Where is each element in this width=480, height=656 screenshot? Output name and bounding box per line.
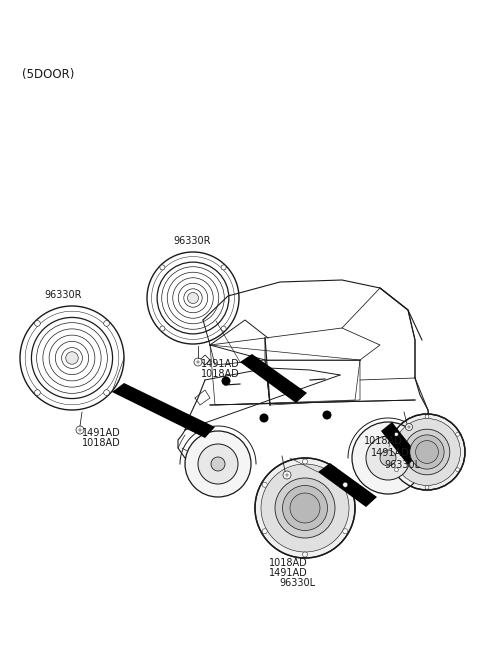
Circle shape — [425, 415, 429, 419]
Circle shape — [35, 390, 40, 396]
Text: 96330R: 96330R — [44, 290, 82, 300]
Circle shape — [343, 529, 348, 534]
Circle shape — [185, 431, 251, 497]
Text: 1018AD: 1018AD — [364, 436, 403, 446]
Circle shape — [456, 468, 459, 472]
Text: 96330L: 96330L — [279, 578, 315, 588]
Text: 1491AD: 1491AD — [371, 448, 410, 458]
Circle shape — [262, 482, 267, 487]
Circle shape — [283, 471, 291, 479]
Circle shape — [160, 326, 165, 331]
Circle shape — [255, 458, 355, 558]
Circle shape — [302, 552, 308, 557]
Circle shape — [389, 414, 465, 490]
Circle shape — [66, 352, 78, 364]
Text: 96330L: 96330L — [384, 460, 420, 470]
Polygon shape — [318, 463, 377, 507]
Polygon shape — [240, 354, 307, 403]
Text: 96330R: 96330R — [173, 236, 211, 246]
Circle shape — [416, 441, 438, 463]
Circle shape — [211, 457, 225, 471]
Circle shape — [406, 424, 412, 430]
Circle shape — [395, 432, 398, 436]
Circle shape — [260, 413, 268, 422]
Text: 1491AD: 1491AD — [82, 428, 121, 438]
Circle shape — [290, 493, 320, 523]
Circle shape — [302, 459, 308, 464]
Circle shape — [188, 293, 199, 304]
Circle shape — [221, 265, 226, 270]
Circle shape — [35, 321, 40, 326]
Circle shape — [283, 485, 327, 531]
Text: 1018AD: 1018AD — [82, 438, 121, 448]
Circle shape — [76, 426, 84, 434]
Text: 1018AD: 1018AD — [201, 369, 240, 379]
Circle shape — [395, 468, 398, 472]
Circle shape — [221, 377, 230, 386]
Circle shape — [323, 411, 332, 419]
Circle shape — [394, 419, 460, 485]
Circle shape — [104, 321, 109, 326]
Text: 1491AD: 1491AD — [269, 568, 308, 578]
Circle shape — [352, 422, 424, 494]
Polygon shape — [112, 383, 215, 438]
Circle shape — [194, 358, 202, 366]
Circle shape — [404, 429, 450, 475]
Circle shape — [343, 482, 348, 487]
Circle shape — [275, 478, 335, 538]
Circle shape — [262, 529, 267, 534]
Circle shape — [366, 436, 410, 480]
Circle shape — [410, 435, 444, 469]
Circle shape — [261, 464, 349, 552]
Circle shape — [456, 432, 459, 436]
Circle shape — [221, 326, 226, 331]
Circle shape — [425, 485, 429, 489]
Polygon shape — [381, 422, 418, 465]
Text: 1018AD: 1018AD — [269, 558, 308, 568]
Text: 1491AD: 1491AD — [201, 359, 240, 369]
Circle shape — [380, 450, 396, 466]
Text: (5DOOR): (5DOOR) — [22, 68, 74, 81]
Circle shape — [160, 265, 165, 270]
Circle shape — [104, 390, 109, 396]
Circle shape — [198, 444, 238, 484]
